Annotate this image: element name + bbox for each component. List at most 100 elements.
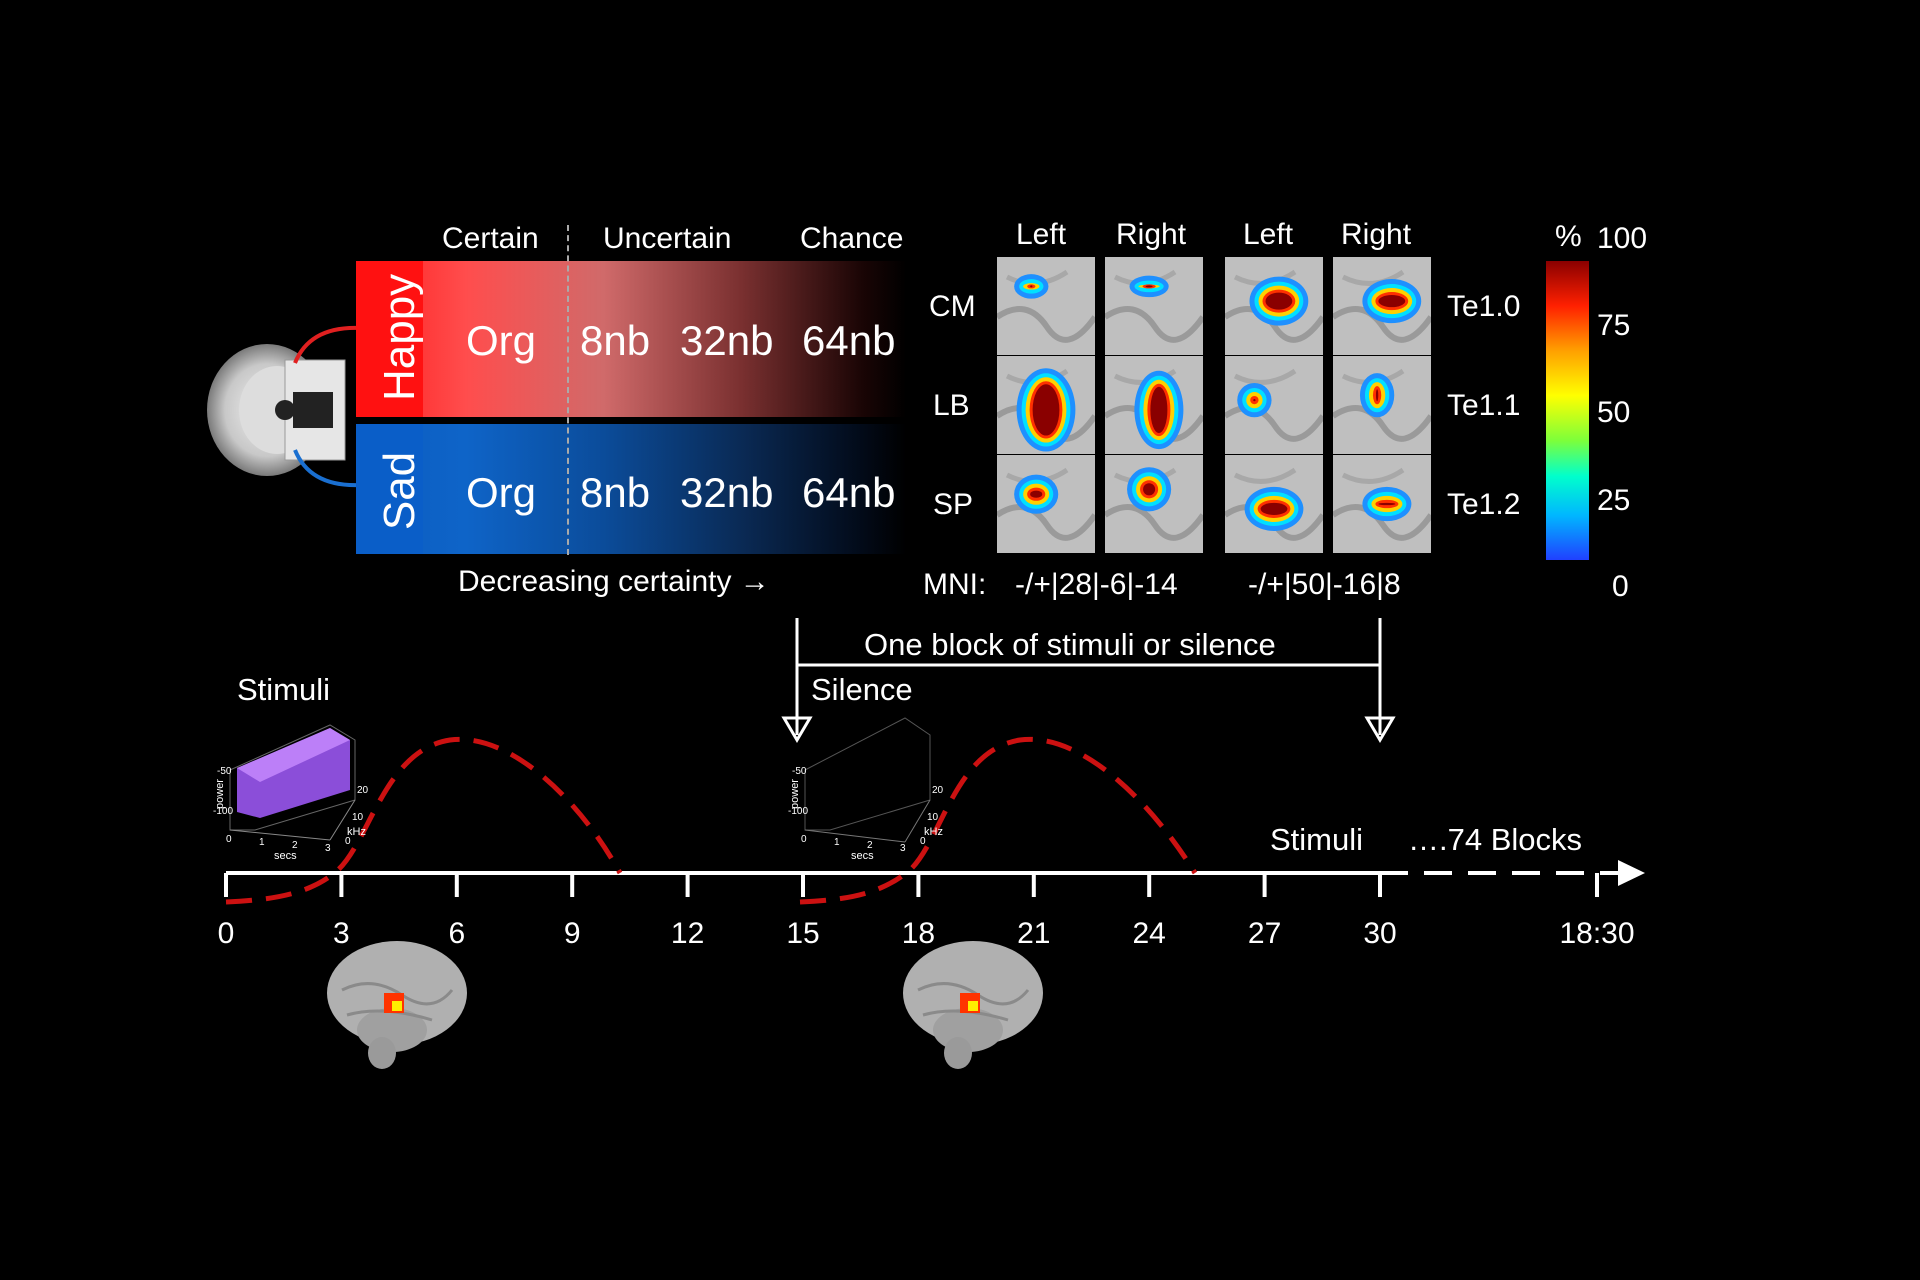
- spectro-tick: 0: [801, 834, 807, 845]
- certainty-divider: [567, 225, 569, 555]
- colorbar-tick: 0: [1612, 570, 1629, 603]
- brain-slice: [1333, 455, 1431, 553]
- spectro-power-label: power: [213, 779, 226, 809]
- spectro-tick: 0: [226, 834, 232, 845]
- spectro-tick: 2: [292, 840, 298, 851]
- colorbar-tick: 50: [1597, 396, 1631, 429]
- map-row-label: SP: [933, 488, 974, 521]
- group-chance: Chance: [800, 222, 904, 255]
- sad-item: 64nb: [802, 469, 896, 516]
- spectro-tick: 2: [867, 840, 873, 851]
- stimuli-label: Stimuli: [237, 672, 331, 707]
- timeline-tick-label: 0: [217, 917, 235, 950]
- spectro-power-label: power: [788, 779, 801, 809]
- map-area-label: Te1.1: [1447, 389, 1521, 422]
- happy-item: Org: [466, 317, 537, 364]
- timeline-tick-label: 27: [1247, 917, 1282, 950]
- happy-item: 32nb: [680, 317, 774, 364]
- hrf-curve-2: [799, 736, 1198, 905]
- mni-coords-2: -/+|50|-16|8: [1248, 568, 1401, 601]
- down-arrow-icon: [1364, 716, 1396, 743]
- spectro-secs-label: secs: [851, 850, 874, 862]
- spectro-tick: 0: [920, 836, 926, 847]
- spectro-tick: 10: [927, 812, 939, 823]
- colorbar-tick: 75: [1597, 309, 1631, 342]
- blocks-label: ….74 Blocks: [1408, 822, 1583, 857]
- spectrogram-stimuli: [229, 724, 356, 841]
- timeline-tick-label: 9: [563, 917, 581, 950]
- spectro-tick: 3: [900, 843, 906, 854]
- down-arrow-icon: [781, 716, 813, 743]
- timeline-tick-label: 6: [448, 917, 466, 950]
- spectro-tick: -100: [788, 806, 809, 817]
- brain-slice: [1333, 356, 1431, 454]
- arrow-right-icon: [1618, 860, 1645, 886]
- stimuli-label-2: Stimuli: [1270, 822, 1364, 857]
- timeline-tick-label: 24: [1132, 917, 1166, 950]
- happy-band: [356, 261, 906, 417]
- sad-band: [356, 424, 906, 554]
- colorbar-tick: 25: [1597, 484, 1631, 517]
- spectro-tick: -50: [792, 766, 807, 777]
- happy-item: 8nb: [580, 317, 651, 364]
- brain-render-1: [327, 941, 467, 1069]
- hrf-curve-1: [225, 736, 623, 905]
- timeline-tick-label: 21: [1017, 917, 1051, 950]
- map-col-header: Left: [1243, 218, 1294, 251]
- brain-slice: [1225, 356, 1323, 454]
- sad-label: Sad: [375, 451, 424, 531]
- timeline-end-label: 18:30: [1559, 917, 1635, 950]
- brain-slice: [1225, 455, 1323, 553]
- spectro-secs-label: secs: [274, 850, 297, 862]
- timeline-tick-label: 18: [901, 917, 936, 950]
- colorbar-unit: %: [1555, 220, 1582, 253]
- map-row-label: CM: [929, 290, 976, 323]
- spectro-tick: -50: [217, 766, 232, 777]
- spectro-tick: 10: [352, 812, 364, 823]
- timeline-tick-label: 30: [1363, 917, 1397, 950]
- brain-slice: [997, 455, 1095, 553]
- map-col-header: Right: [1341, 218, 1412, 251]
- map-col-header: Right: [1116, 218, 1187, 251]
- timeline-tick-label: 15: [786, 917, 820, 950]
- brain-slice: [1105, 455, 1203, 553]
- mni-prefix: MNI:: [923, 568, 987, 601]
- brain-render-2: [903, 941, 1043, 1069]
- brain-slice: [1333, 257, 1431, 355]
- colorbar: [1546, 261, 1589, 560]
- spectro-tick: 1: [834, 837, 840, 848]
- spectro-tick: 3: [325, 843, 331, 854]
- silence-label: Silence: [811, 672, 913, 707]
- map-area-label: Te1.0: [1447, 290, 1521, 323]
- brain-slice: [997, 257, 1095, 355]
- happy-label: Happy: [375, 273, 424, 401]
- map-area-label: Te1.2: [1447, 488, 1521, 521]
- spectro-tick: 1: [259, 837, 265, 848]
- happy-item: 64nb: [802, 317, 896, 364]
- spectro-khz-label: kHz: [347, 826, 366, 838]
- sad-item: Org: [466, 469, 537, 516]
- map-col-header: Left: [1016, 218, 1067, 251]
- mri-scanner-icon: [207, 344, 346, 476]
- brain-slice: [997, 356, 1095, 454]
- brain-slice: [1105, 257, 1203, 355]
- map-row-label: LB: [933, 389, 970, 422]
- happy-tab: [356, 261, 423, 417]
- spectrogram-silence: [804, 717, 931, 843]
- block-label: One block of stimuli or silence: [864, 627, 1276, 662]
- timeline-graphics: [224, 618, 1645, 905]
- sad-item: 32nb: [680, 469, 774, 516]
- spectro-khz-label: kHz: [924, 826, 943, 838]
- timeline-tick-label: 12: [670, 917, 705, 950]
- spectro-tick: 20: [932, 785, 944, 796]
- brain-slice: [1105, 356, 1203, 454]
- decreasing-certainty-label: Decreasing certainty →: [458, 565, 770, 598]
- sad-item: 8nb: [580, 469, 651, 516]
- spectro-tick: 20: [357, 785, 369, 796]
- group-certain: Certain: [442, 222, 539, 255]
- colorbar-tick: 100: [1597, 222, 1648, 255]
- sad-tab: [356, 424, 423, 554]
- mni-coords-1: -/+|28|-6|-14: [1015, 568, 1178, 601]
- group-uncertain: Uncertain: [603, 222, 732, 255]
- spectro-tick: 0: [345, 836, 351, 847]
